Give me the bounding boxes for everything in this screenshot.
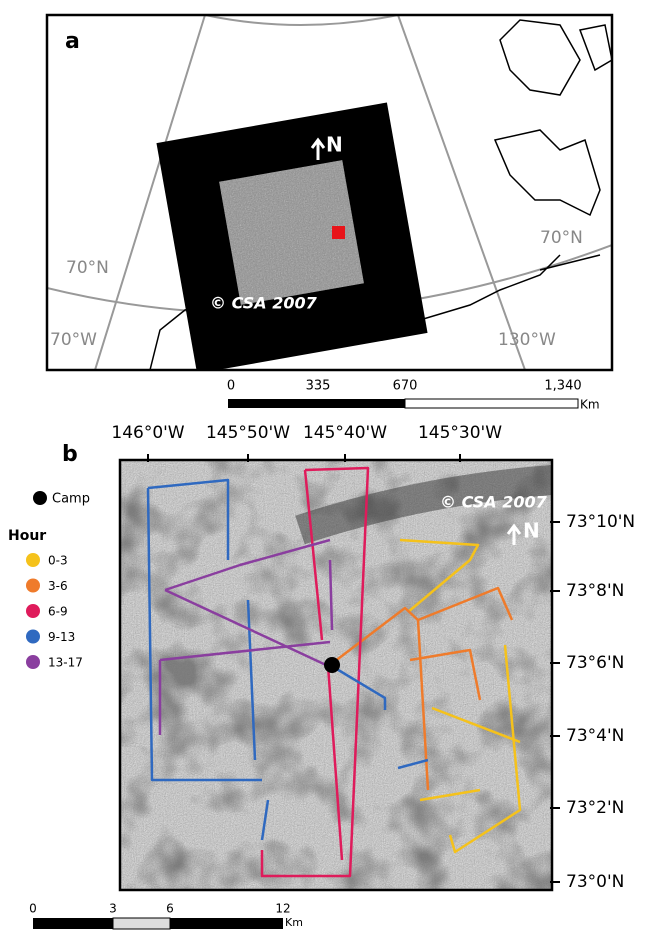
camp-marker bbox=[324, 657, 340, 673]
lon-label: 70°W bbox=[50, 330, 97, 350]
legend-swatch bbox=[26, 578, 40, 593]
copyright: © CSA 2007 bbox=[440, 493, 548, 512]
gps-track bbox=[329, 663, 387, 710]
lat-label: 70°N bbox=[66, 258, 109, 278]
legend-swatch bbox=[26, 629, 40, 644]
legend-label: 6-9 bbox=[48, 605, 68, 619]
gps-track bbox=[328, 559, 334, 631]
gps-track bbox=[260, 799, 270, 841]
scale-label: 0 bbox=[29, 902, 37, 916]
legend-label: 3-6 bbox=[48, 579, 68, 593]
copyright: © CSA 2007 bbox=[210, 294, 318, 313]
gps-track bbox=[146, 487, 262, 782]
gps-track bbox=[164, 588, 327, 667]
gps-track bbox=[164, 538, 331, 592]
scale-label: 3 bbox=[109, 902, 117, 916]
gps-track bbox=[431, 706, 521, 744]
scale-label: 1,340 bbox=[544, 379, 581, 394]
lat-label: 73°10'N bbox=[566, 512, 635, 532]
scale-label: 335 bbox=[306, 379, 331, 394]
legend-label: Camp bbox=[52, 492, 90, 507]
gps-track bbox=[409, 648, 482, 701]
panel-label: a bbox=[65, 29, 80, 54]
gps-track bbox=[326, 664, 344, 861]
legend-swatch bbox=[26, 604, 40, 618]
panel-a-map bbox=[47, 15, 612, 370]
gps-track bbox=[397, 758, 429, 770]
lat-label: 73°2'N bbox=[566, 798, 624, 818]
gps-track bbox=[303, 469, 324, 641]
scale-label: 0 bbox=[227, 379, 235, 394]
lat-label: 73°4'N bbox=[566, 726, 624, 746]
camp-symbol bbox=[33, 491, 47, 505]
lon-label: 130°W bbox=[498, 330, 556, 350]
lat-label: 73°0'N bbox=[566, 872, 624, 892]
panel-label: b bbox=[62, 442, 78, 467]
legend-title: Hour bbox=[8, 528, 46, 544]
gps-track bbox=[419, 788, 481, 802]
legend-label: 0-3 bbox=[48, 554, 68, 568]
legend-label: 9-13 bbox=[48, 630, 75, 644]
scale-unit: Km bbox=[580, 398, 600, 412]
lon-label: 145°50'W bbox=[206, 423, 290, 443]
gps-track bbox=[159, 640, 331, 662]
north-label: N bbox=[326, 133, 343, 157]
lat-label: 73°8'N bbox=[566, 581, 624, 601]
gps-track bbox=[399, 538, 480, 613]
lat-label: 70°N bbox=[540, 228, 583, 248]
lon-label: 145°30'W bbox=[418, 423, 502, 443]
scale-label: 670 bbox=[393, 379, 418, 394]
gps-track bbox=[246, 599, 257, 761]
panel-b-image bbox=[120, 460, 552, 890]
legend-swatch bbox=[26, 655, 40, 669]
gps-track bbox=[260, 466, 370, 878]
lon-label: 146°0'W bbox=[111, 423, 184, 443]
legend-swatch bbox=[26, 553, 40, 567]
lon-label: 145°40'W bbox=[303, 423, 387, 443]
gps-track bbox=[417, 586, 514, 622]
north-label: N bbox=[523, 519, 540, 543]
lat-label: 73°6'N bbox=[566, 653, 624, 673]
gps-track bbox=[448, 644, 522, 854]
gps-track bbox=[329, 606, 430, 791]
scale-label: 12 bbox=[275, 902, 290, 916]
legend-label: 13-17 bbox=[48, 656, 83, 670]
gps-track bbox=[147, 478, 230, 560]
scale-unit: Km bbox=[285, 916, 303, 929]
scale-label: 6 bbox=[166, 902, 174, 916]
